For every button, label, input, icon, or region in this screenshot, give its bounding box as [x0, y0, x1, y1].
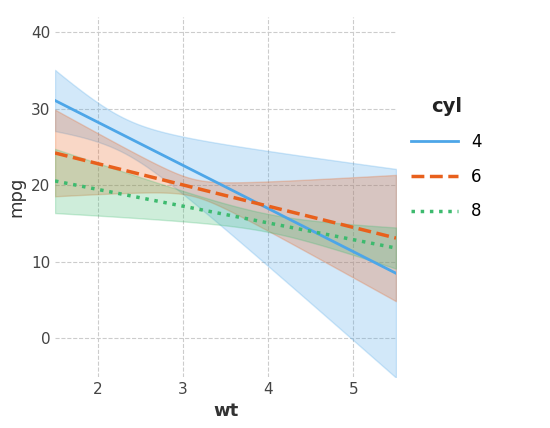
Legend: 4, 6, 8: 4, 6, 8	[411, 97, 482, 220]
Y-axis label: mpg: mpg	[7, 177, 25, 217]
X-axis label: wt: wt	[213, 402, 238, 420]
